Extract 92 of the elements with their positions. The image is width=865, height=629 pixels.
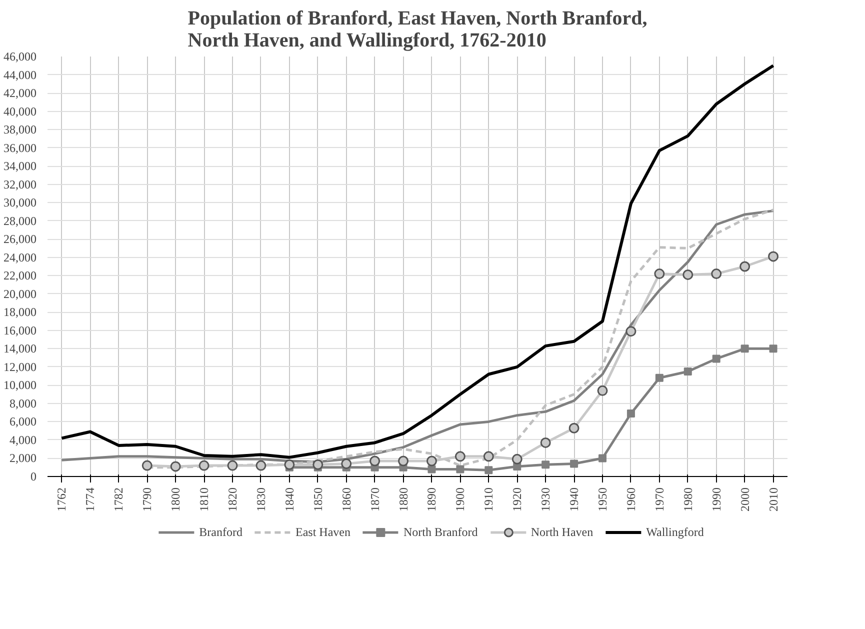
point	[542, 460, 550, 469]
x-tick-label: 1910	[482, 488, 496, 512]
point	[341, 458, 352, 469]
point	[655, 374, 664, 382]
y-tick-label: 10,000	[4, 378, 36, 392]
point	[626, 326, 636, 337]
point	[740, 344, 749, 353]
x-tick-label: 1810	[197, 488, 212, 512]
point	[198, 460, 210, 471]
y-tick-label: 18,000	[4, 305, 36, 320]
point	[426, 456, 437, 466]
point	[398, 456, 409, 466]
x-tick-label: 1890	[424, 488, 439, 512]
y-tick-label: 46,000	[4, 50, 36, 64]
point	[597, 385, 608, 396]
y-tick-label: 28,000	[4, 214, 36, 228]
point	[598, 454, 606, 462]
x-tick-label: 1980	[680, 488, 695, 512]
x-tick-label: 1970	[652, 488, 666, 512]
legend-label: Wallingford	[646, 524, 704, 540]
x-tick-label: 1762	[54, 488, 69, 512]
x-tick-label: 1830	[254, 488, 268, 512]
point	[227, 460, 238, 471]
point	[142, 460, 152, 471]
point	[711, 268, 722, 280]
point	[654, 268, 665, 280]
x-tick-label: 1860	[339, 488, 354, 512]
x-tick-label: 2010	[766, 488, 780, 512]
point	[684, 368, 692, 376]
y-tick-label: 20,000	[4, 286, 36, 301]
x-tick-label: 1870	[368, 488, 382, 512]
point	[170, 461, 181, 472]
legend-label: North Branford	[403, 524, 478, 540]
y-tick-label: 42,000	[4, 86, 36, 100]
point	[312, 459, 324, 470]
point	[768, 251, 779, 262]
x-tick-label: 1880	[396, 488, 410, 512]
y-tick-label: 12,000	[4, 360, 36, 374]
y-tick-label: 32,000	[4, 177, 36, 192]
y-tick-label: 36,000	[4, 140, 36, 155]
y-tick-label: 0	[30, 470, 36, 484]
chart-title: Population of Branford, East Haven, North Branford, North Haven, and Wallingford, 1762-2010	[188, 8, 648, 52]
y-tick-label: 22,000	[4, 268, 36, 283]
y-tick-label: 40,000	[4, 104, 36, 118]
point	[484, 466, 493, 474]
point	[370, 456, 380, 466]
x-tick-label: 1900	[453, 488, 468, 512]
point	[568, 422, 580, 434]
legend-label: East Haven	[296, 524, 350, 540]
y-tick-label: 24,000	[4, 250, 36, 264]
x-tick-label: 1950	[596, 488, 610, 512]
point	[454, 451, 466, 462]
y-tick-label: 26,000	[4, 232, 36, 246]
x-tick-label: 1820	[226, 488, 240, 512]
x-tick-label: 1782	[112, 488, 126, 512]
y-tick-label: 14,000	[4, 342, 36, 356]
x-tick-label: 1960	[624, 488, 638, 512]
point	[712, 354, 720, 363]
y-tick-label: 30,000	[4, 196, 36, 210]
line-series	[60, 64, 775, 459]
y-tick-label: 34,000	[4, 159, 36, 174]
x-tick-label: 1790	[140, 488, 154, 512]
point	[769, 344, 778, 353]
y-tick-label: 4,000	[10, 432, 36, 447]
point	[740, 261, 750, 272]
point	[540, 437, 551, 448]
x-tick-label: 2000	[738, 488, 752, 512]
legend-label: Branford	[199, 524, 242, 540]
x-tick-label: 1850	[310, 488, 325, 512]
point	[284, 459, 295, 470]
x-tick-label: 1840	[282, 488, 296, 512]
x-tick-label: 1990	[709, 488, 724, 512]
legend-label: North Haven	[530, 524, 594, 540]
y-tick-label: 6,000	[10, 414, 36, 429]
point	[428, 465, 436, 474]
point	[626, 410, 635, 418]
y-tick-label: 44,000	[4, 68, 36, 82]
point	[570, 460, 578, 468]
x-tick-label: 1940	[567, 488, 582, 512]
x-tick-label: 1930	[538, 488, 553, 512]
point	[256, 460, 266, 471]
point	[456, 465, 464, 474]
y-tick-label: 2,000	[10, 451, 36, 466]
point	[512, 454, 522, 464]
point	[682, 269, 694, 280]
y-tick-label: 16,000	[4, 323, 36, 338]
y-tick-label: 8,000	[10, 396, 36, 410]
point	[483, 451, 494, 462]
x-tick-label: 1800	[168, 488, 183, 512]
x-tick-label: 1920	[510, 488, 524, 512]
y-tick-label: 38,000	[4, 122, 36, 137]
x-tick-label: 1774	[83, 488, 98, 512]
